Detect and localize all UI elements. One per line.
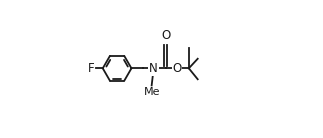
- Text: F: F: [88, 62, 95, 75]
- Text: N: N: [149, 62, 158, 75]
- Text: O: O: [161, 29, 170, 42]
- Text: O: O: [172, 62, 182, 75]
- Text: Me: Me: [143, 87, 160, 97]
